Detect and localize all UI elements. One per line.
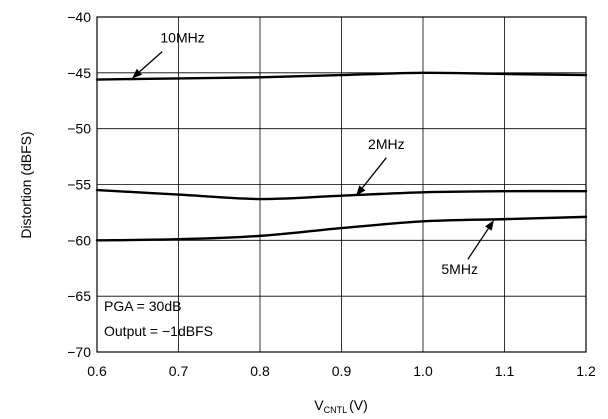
y-tick-label: −65 xyxy=(67,288,91,304)
annotation-arrow-line xyxy=(361,157,387,189)
series-annotations: 10MHz 2MHz 5MHz xyxy=(132,30,494,277)
y-tick-label: −70 xyxy=(67,344,91,360)
annotation-arrow-head xyxy=(485,220,494,231)
grid-lines xyxy=(97,17,586,352)
series-lines xyxy=(95,71,588,242)
annotation-arrow-line xyxy=(467,228,489,260)
x-tick-label: 1.1 xyxy=(495,363,515,379)
annotation-arrow-head xyxy=(356,185,366,196)
x-tick-label: 1.0 xyxy=(413,363,433,379)
x-tick-label: 0.6 xyxy=(87,363,107,379)
x-axis-title-sub: CNTL xyxy=(324,405,348,415)
x-tick-label: 0.9 xyxy=(332,363,352,379)
series-label-5mhz: 5MHz xyxy=(441,261,478,277)
tick-labels: 0.6 0.7 0.8 0.9 1.0 1.1 1.2 −40 −45 −50 −55 −60 −65 −… xyxy=(67,9,596,379)
y-tick-label: −45 xyxy=(67,65,91,81)
series-line-2mhz xyxy=(95,188,588,201)
note-output: Output = −1dBFS xyxy=(104,323,213,339)
annotation-arrow-head xyxy=(132,68,143,79)
y-axis-title: Distortion (dBFS) xyxy=(18,131,34,238)
x-axis-title: VCNTL (V) xyxy=(314,397,368,415)
y-tick-label: −55 xyxy=(67,177,91,193)
annotation-arrow-line xyxy=(139,51,163,73)
series-line-5mhz xyxy=(95,215,588,242)
series-line-10mhz xyxy=(95,71,588,81)
y-tick-label: −50 xyxy=(67,121,91,137)
y-tick-label: −40 xyxy=(67,9,91,25)
x-axis-title-unit: (V) xyxy=(349,397,368,413)
note-pga: PGA = 30dB xyxy=(104,298,181,314)
x-tick-label: 1.2 xyxy=(576,363,596,379)
x-tick-label: 0.7 xyxy=(169,363,189,379)
series-label-10mhz: 10MHz xyxy=(160,30,204,46)
series-label-2mhz: 2MHz xyxy=(368,136,405,152)
x-axis-title-main: V xyxy=(314,397,324,413)
x-tick-label: 0.8 xyxy=(250,363,270,379)
y-tick-label: −60 xyxy=(67,232,91,248)
plot-frame xyxy=(96,16,587,353)
